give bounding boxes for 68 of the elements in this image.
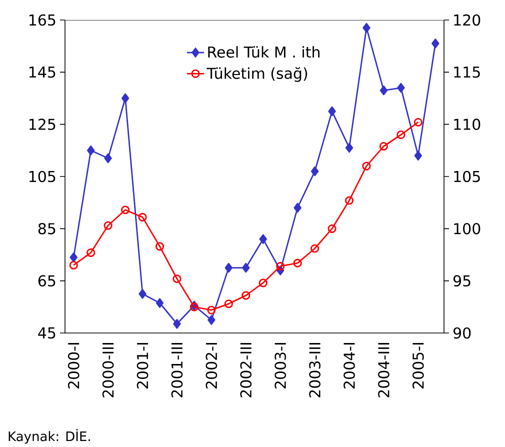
point (172, 274, 182, 284)
point (121, 93, 130, 104)
point (293, 258, 302, 268)
point (86, 248, 96, 257)
x-tick-label: 2004-III (378, 343, 390, 398)
point (414, 118, 422, 127)
point (104, 153, 112, 164)
point (259, 234, 267, 244)
x-tick-label: 2001-I (136, 343, 148, 388)
x-tick-label: 2004-I (344, 343, 355, 388)
y2-tick-label: 120 (454, 14, 480, 26)
y2-tick-label: 115 (454, 66, 480, 78)
x-tick-label: 2002-III (240, 343, 252, 398)
point (224, 262, 233, 273)
point (207, 306, 216, 314)
point (121, 206, 130, 214)
y2-tick-label: 95 (453, 275, 470, 287)
point (380, 86, 388, 96)
text: Kaynak: DİE. (8, 429, 90, 444)
y-tick-label: 165 (29, 14, 56, 26)
point (155, 242, 164, 251)
point (138, 212, 147, 222)
point (242, 291, 250, 300)
point (294, 202, 302, 213)
point (138, 288, 146, 299)
point (344, 196, 354, 205)
y-tick-label: 45 (38, 327, 56, 339)
point (414, 150, 422, 161)
point (310, 244, 320, 253)
point (224, 299, 233, 308)
y-tick-label: 65 (38, 275, 56, 287)
point (258, 278, 268, 288)
y-tick-label: 145 (29, 66, 56, 78)
point (156, 298, 164, 308)
x-tick-label: 2005-I (412, 343, 424, 388)
point (69, 260, 78, 270)
point (396, 130, 406, 140)
point (362, 162, 371, 170)
point (328, 224, 336, 233)
point (208, 315, 216, 325)
point (362, 22, 370, 33)
legend-label: Reel Tük M . ith (208, 46, 320, 58)
y-tick-label: 85 (38, 222, 56, 234)
x-tick-label: 2001-III (171, 343, 183, 398)
point (173, 318, 181, 329)
x-tick-label: 2002-I (206, 343, 218, 388)
x-tick-label: 2000-I (68, 343, 80, 388)
point (432, 38, 440, 48)
point (310, 166, 319, 176)
y2-tick-label: 90 (453, 327, 471, 339)
y2-tick-label: 100 (454, 222, 480, 234)
x-tick-label: 2000-III (102, 343, 114, 398)
y2-tick-label: 110 (454, 118, 480, 130)
legend-label: Tüketim (sağ) (206, 67, 308, 82)
x-tick-label: 2003-III (309, 343, 320, 398)
point (86, 146, 95, 156)
point (276, 262, 285, 271)
y-tick-label: 125 (29, 118, 56, 130)
point (328, 106, 336, 116)
point (397, 82, 405, 93)
y2-tick-label: 105 (454, 170, 480, 182)
point (242, 262, 250, 273)
point (104, 221, 112, 230)
point (345, 142, 354, 153)
y-tick-label: 105 (29, 170, 56, 182)
point (70, 252, 78, 262)
x-tick-label: 2003-I (274, 343, 286, 388)
point (379, 142, 388, 151)
